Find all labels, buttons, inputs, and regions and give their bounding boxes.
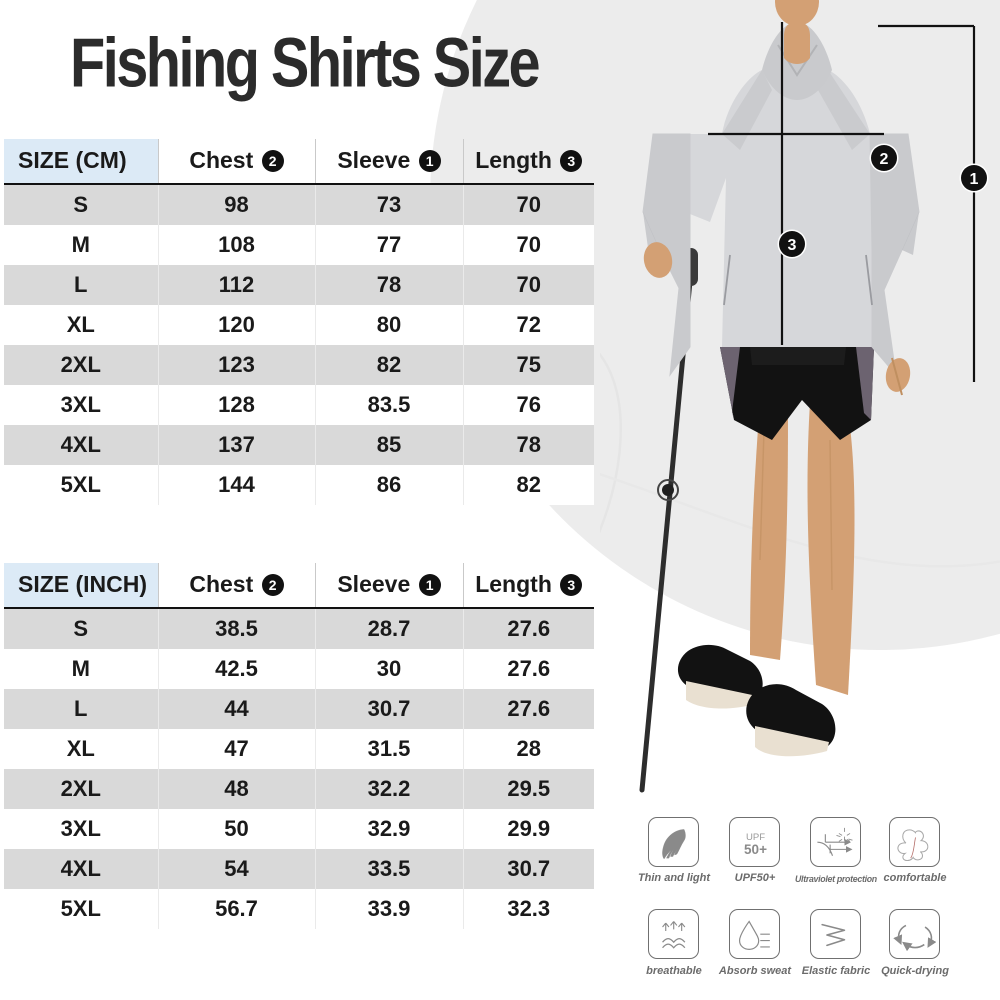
svg-text:3: 3 [788, 237, 797, 254]
svg-text:1: 1 [970, 171, 979, 188]
svg-text:50+: 50+ [744, 842, 767, 857]
svg-text:2: 2 [880, 151, 889, 168]
svg-text:UPF: UPF [746, 832, 765, 843]
